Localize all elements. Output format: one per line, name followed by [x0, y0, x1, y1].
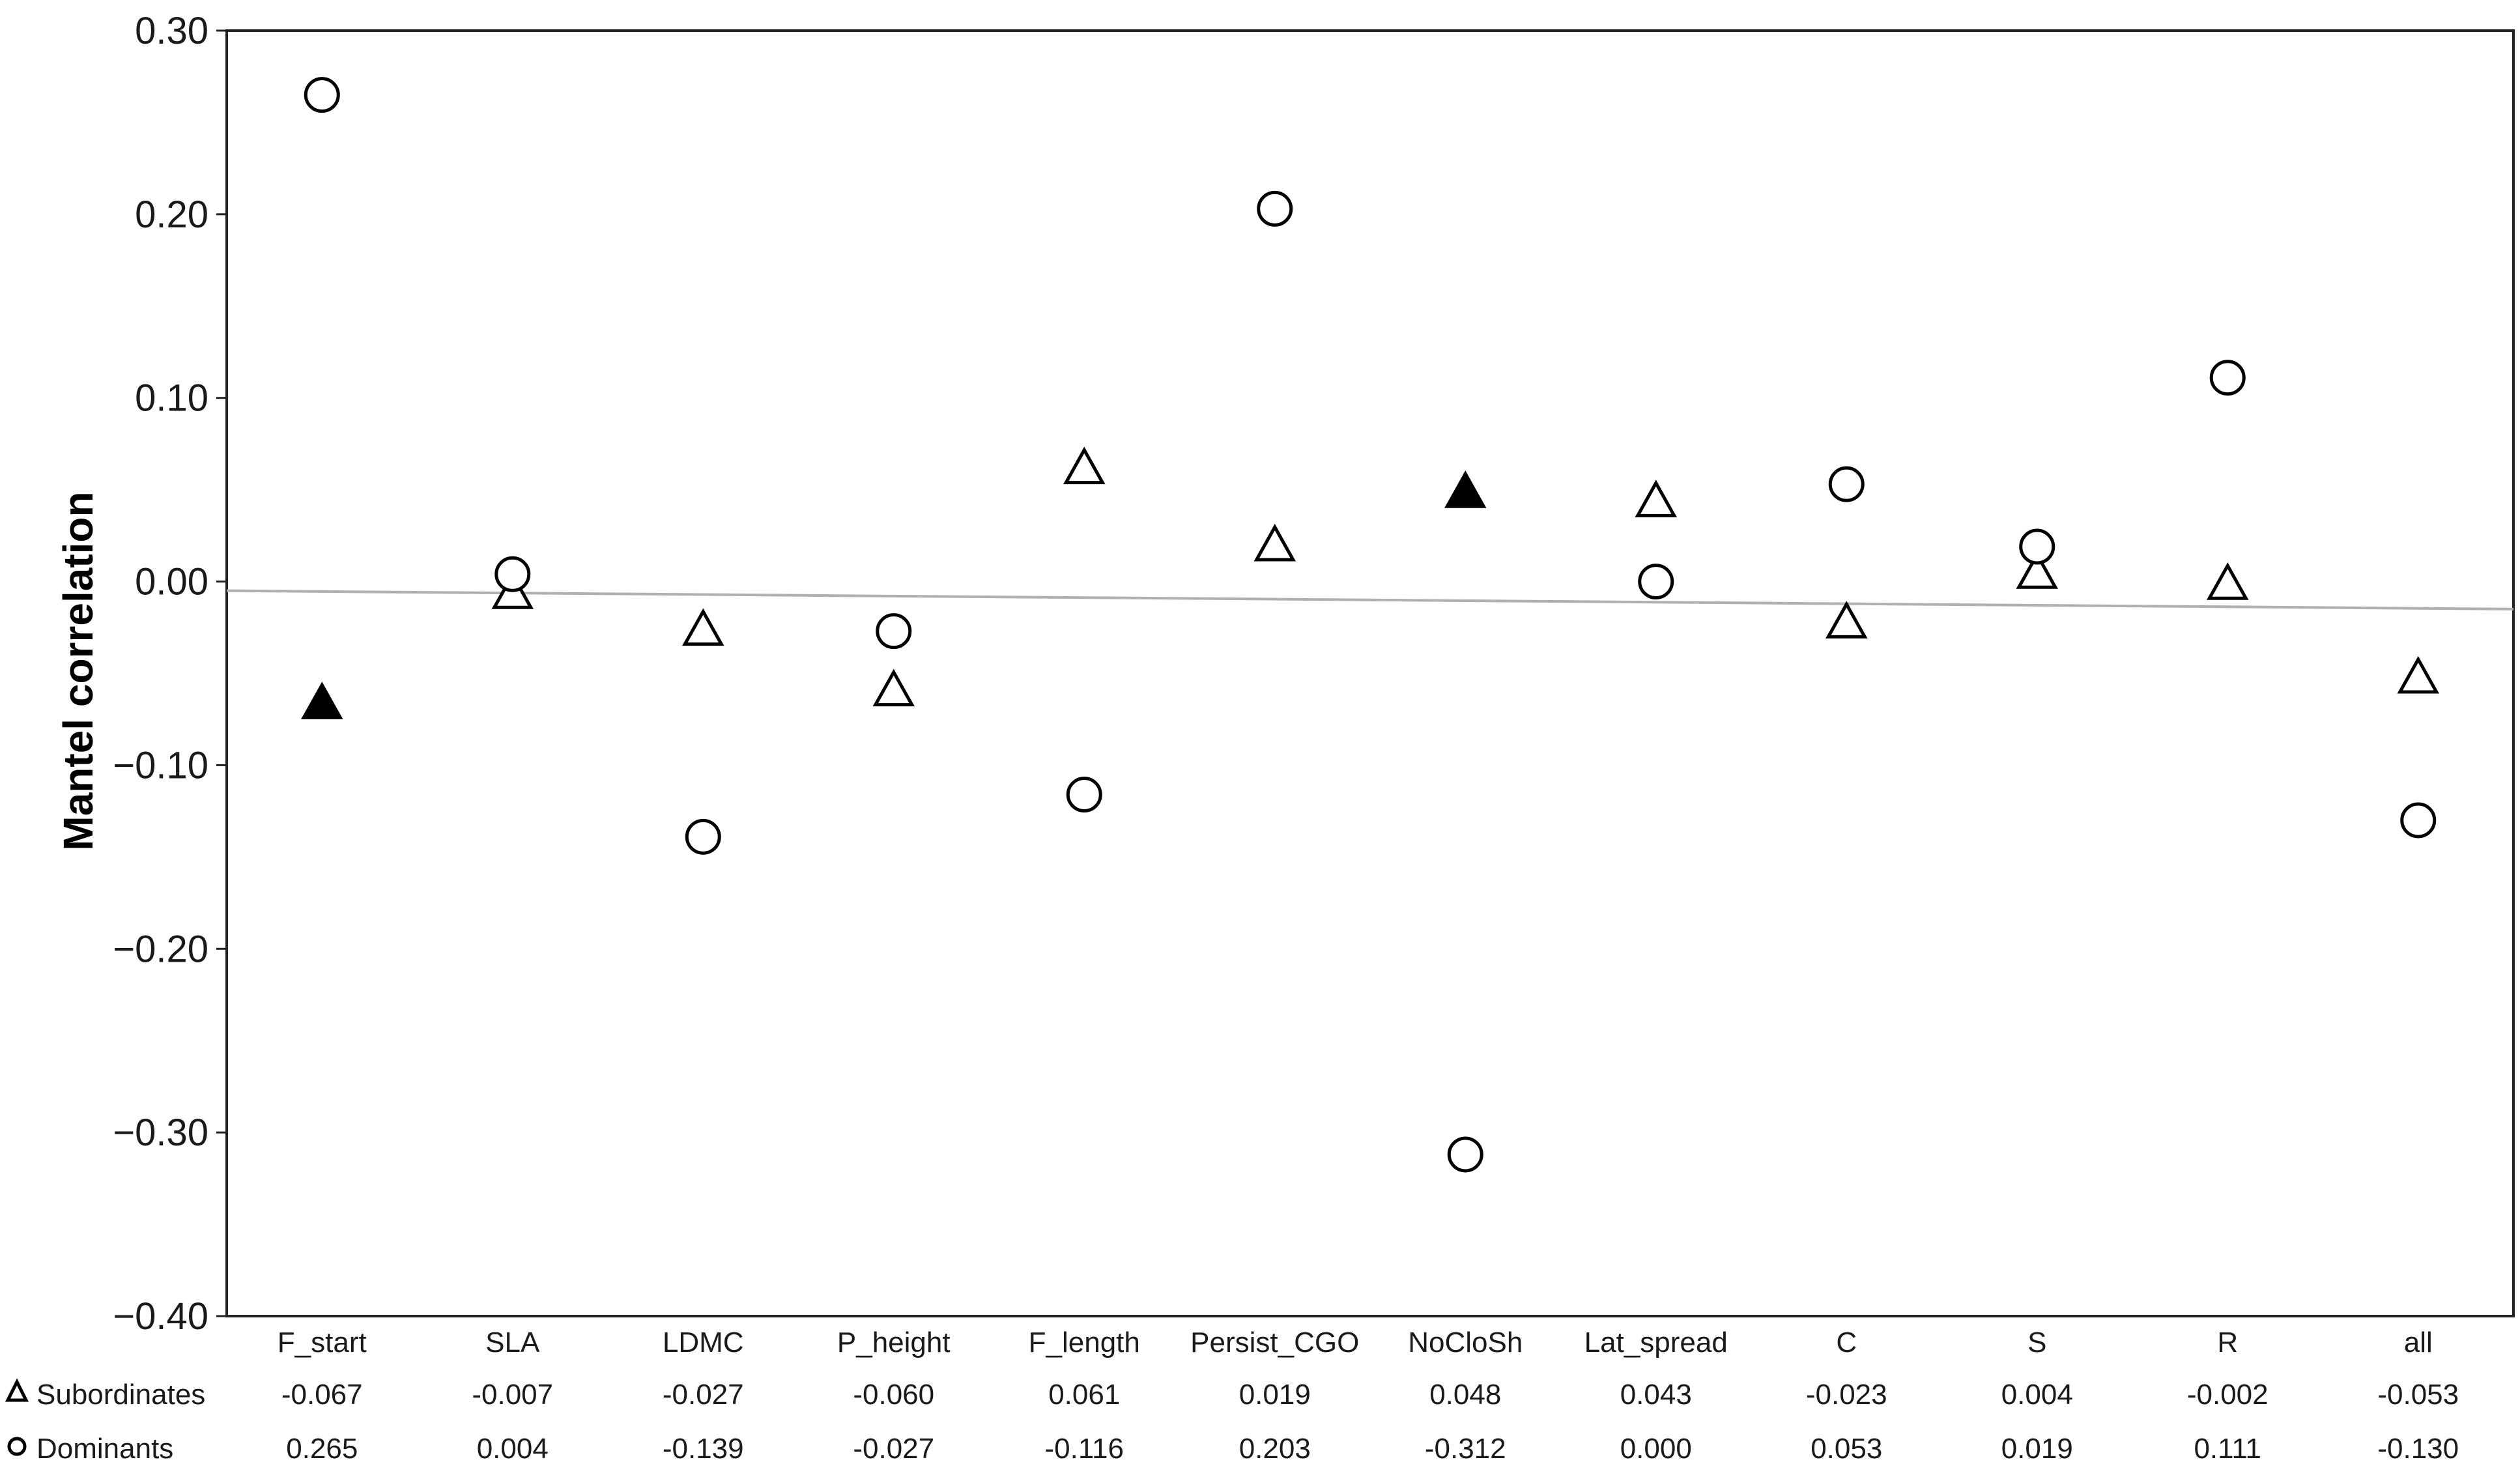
reference-line — [226, 589, 2514, 610]
dominant-point — [494, 556, 531, 592]
dominant-point — [2209, 360, 2246, 396]
category-label: C — [1836, 1327, 1857, 1358]
dominant-point — [2400, 802, 2437, 839]
category-label: all — [2404, 1327, 2433, 1358]
table-value: 0.265 — [286, 1433, 358, 1465]
y-axis: 0.30 0.20 0.10 0.00 −0.10 −0.20 −0.30 −0.40 — [113, 10, 227, 1338]
table-value: -0.067 — [281, 1379, 363, 1411]
plot-frame — [225, 29, 2515, 1317]
dominant-point — [685, 818, 721, 855]
dominant-point — [2019, 528, 2055, 565]
legend-label: Subordinates — [36, 1379, 205, 1411]
y-tick-label: 0.20 — [135, 194, 208, 236]
y-tick-label: −0.20 — [113, 928, 208, 970]
plot-border — [225, 29, 2515, 1317]
value-table: Subordinates -0.067 -0.007 -0.027 -0.060 0.06… — [5, 1378, 2459, 1465]
y-tick-label: −0.10 — [113, 744, 208, 786]
subordinate-point — [2016, 551, 2059, 589]
table-value: 0.019 — [2001, 1433, 2073, 1465]
y-tick-label: 0.10 — [135, 377, 208, 420]
x-axis-categories: F_start SLA LDMC P_height F_length Persist_CG… — [278, 1327, 2433, 1358]
table-value: -0.007 — [472, 1379, 553, 1411]
table-value: -0.023 — [1806, 1379, 1887, 1411]
legend-circle-icon — [7, 1437, 27, 1456]
dominant-point — [1066, 777, 1102, 813]
category-label: NoCloSh — [1408, 1327, 1523, 1358]
legend-triangle-icon — [5, 1378, 29, 1402]
table-value: 0.004 — [477, 1433, 549, 1465]
data-markers — [300, 77, 2440, 1173]
category-label: F_start — [278, 1327, 367, 1358]
dominant-point — [1447, 1136, 1483, 1173]
table-value: -0.060 — [853, 1379, 934, 1411]
y-tick-label: −0.30 — [113, 1112, 208, 1154]
dominant-point — [1257, 190, 1293, 227]
table-value: -0.139 — [663, 1433, 744, 1465]
dominant-point — [1828, 466, 1865, 502]
subordinate-point — [872, 668, 915, 707]
subordinate-point — [681, 608, 724, 646]
y-tick-label: 0.30 — [135, 10, 208, 52]
dominant-point — [304, 77, 340, 113]
table-value: 0.111 — [2194, 1433, 2261, 1465]
table-value: -0.116 — [1045, 1433, 1124, 1465]
table-value: 0.053 — [1811, 1433, 1882, 1465]
subordinate-point — [1063, 446, 1106, 485]
category-label: P_height — [837, 1327, 951, 1358]
table-value: -0.053 — [2377, 1379, 2459, 1411]
zero-reference-line — [226, 589, 2514, 610]
dominant-point — [1638, 564, 1674, 600]
category-label: Lat_spread — [1584, 1327, 1728, 1358]
table-value: 0.061 — [1048, 1379, 1120, 1411]
category-label: Persist_CGO — [1190, 1327, 1359, 1358]
dominant-point — [876, 613, 912, 650]
subordinate-point — [1825, 601, 1868, 639]
subordinate-point — [2206, 562, 2249, 600]
table-value: 0.000 — [1620, 1433, 1692, 1465]
table-value: 0.048 — [1429, 1379, 1501, 1411]
table-value: -0.130 — [2377, 1433, 2459, 1465]
y-tick-label: −0.40 — [113, 1295, 208, 1338]
subordinate-point — [1444, 470, 1487, 508]
table-value: 0.043 — [1620, 1379, 1692, 1411]
table-value: -0.027 — [663, 1379, 744, 1411]
table-value: 0.203 — [1239, 1433, 1311, 1465]
category-label: S — [2027, 1327, 2046, 1358]
subordinate-point — [1253, 523, 1296, 562]
y-tick-label: 0.00 — [135, 561, 208, 603]
subordinate-point — [300, 682, 343, 719]
table-value: 0.004 — [2001, 1379, 2073, 1411]
table-value: -0.002 — [2187, 1379, 2269, 1411]
subordinate-point — [2397, 655, 2440, 694]
table-value: -0.312 — [1425, 1433, 1506, 1465]
category-label: LDMC — [663, 1327, 744, 1358]
category-label: R — [2217, 1327, 2238, 1358]
category-label: F_length — [1029, 1327, 1140, 1358]
table-value: 0.019 — [1239, 1379, 1311, 1411]
legend-label: Dominants — [36, 1433, 173, 1465]
table-value: -0.027 — [853, 1433, 934, 1465]
y-axis-title: Mantel correlation — [55, 491, 102, 850]
subordinate-point — [1635, 480, 1678, 517]
category-label: SLA — [485, 1327, 540, 1358]
